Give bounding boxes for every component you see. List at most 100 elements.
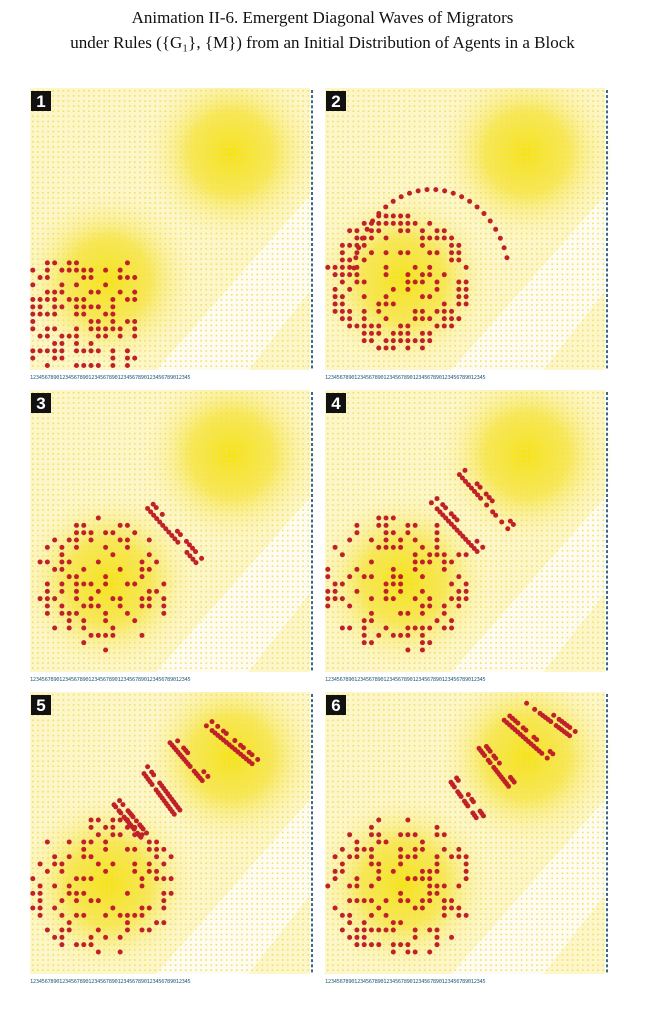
agent <box>139 559 145 565</box>
agent <box>449 618 455 624</box>
agent <box>44 311 50 317</box>
agent <box>66 854 72 860</box>
agent <box>351 265 357 271</box>
agent <box>534 737 540 743</box>
agent <box>81 304 87 310</box>
agent <box>139 632 145 638</box>
agent <box>117 333 123 339</box>
agent <box>412 220 418 226</box>
sugar-peak <box>325 791 496 977</box>
agent <box>427 927 433 933</box>
agent <box>454 517 460 523</box>
agent <box>548 719 554 725</box>
agent <box>52 625 58 631</box>
agent <box>177 807 183 813</box>
agent <box>95 362 101 368</box>
agent <box>496 760 502 766</box>
agents <box>325 187 510 351</box>
agent <box>332 308 338 314</box>
agent <box>52 596 58 602</box>
agent <box>354 898 360 904</box>
agent <box>441 566 447 572</box>
agent <box>66 927 72 933</box>
agent <box>44 927 50 933</box>
agent <box>456 316 462 322</box>
agent <box>376 817 382 823</box>
agent <box>73 530 79 536</box>
agent <box>433 187 439 193</box>
agent <box>415 188 421 194</box>
agent <box>449 559 455 565</box>
agent <box>449 596 455 602</box>
agent <box>95 927 101 933</box>
agent <box>419 610 425 616</box>
agent <box>103 581 109 587</box>
agent <box>376 345 382 351</box>
agent <box>117 537 123 543</box>
agent <box>95 326 101 332</box>
agent <box>103 311 109 317</box>
agent <box>361 294 367 300</box>
agent <box>376 942 382 948</box>
agent <box>255 757 261 763</box>
agent <box>66 333 72 339</box>
agent <box>339 927 345 933</box>
agent <box>66 267 72 273</box>
agent <box>507 518 513 524</box>
agent <box>154 559 160 565</box>
agent <box>412 537 418 543</box>
agent <box>30 318 36 324</box>
agent <box>150 501 156 507</box>
agent <box>419 235 425 241</box>
agent <box>405 286 411 292</box>
agent <box>81 942 87 948</box>
agent <box>427 898 433 904</box>
agent <box>73 942 79 948</box>
agent <box>193 560 199 566</box>
agent <box>419 559 425 565</box>
bottom-axis-digits: 1234567890123456789012345678901234567890… <box>30 375 191 381</box>
agent <box>347 898 353 904</box>
agent <box>481 211 487 217</box>
agent <box>441 272 447 278</box>
agent <box>441 316 447 322</box>
agent <box>332 272 338 278</box>
agent <box>73 898 79 904</box>
agent <box>81 297 87 302</box>
agent <box>95 949 101 955</box>
agent <box>419 647 425 653</box>
agent <box>412 934 418 940</box>
agent <box>124 927 130 933</box>
agent <box>59 942 65 948</box>
agent <box>434 522 440 528</box>
agent <box>434 824 440 830</box>
agent <box>30 876 36 882</box>
agent <box>73 544 79 550</box>
agent <box>52 905 58 911</box>
agent <box>441 603 447 609</box>
agent <box>441 235 447 241</box>
agent <box>110 311 116 317</box>
agent <box>73 610 79 616</box>
agent <box>81 890 87 896</box>
agent <box>44 868 50 874</box>
agent <box>52 537 58 543</box>
agent <box>390 301 396 307</box>
agent <box>110 625 116 631</box>
agent <box>456 905 462 911</box>
agent <box>354 235 360 241</box>
agent <box>473 815 479 821</box>
agent <box>441 898 447 904</box>
agent <box>427 235 433 241</box>
agent <box>81 522 87 528</box>
agent <box>52 304 58 310</box>
agent <box>172 536 178 542</box>
agent <box>428 500 434 506</box>
sugarscape-lattice <box>325 88 610 373</box>
agent <box>103 544 109 550</box>
agent <box>44 839 50 845</box>
agent <box>103 824 109 830</box>
agent <box>249 761 255 767</box>
agent <box>209 719 215 725</box>
agent <box>427 264 433 270</box>
